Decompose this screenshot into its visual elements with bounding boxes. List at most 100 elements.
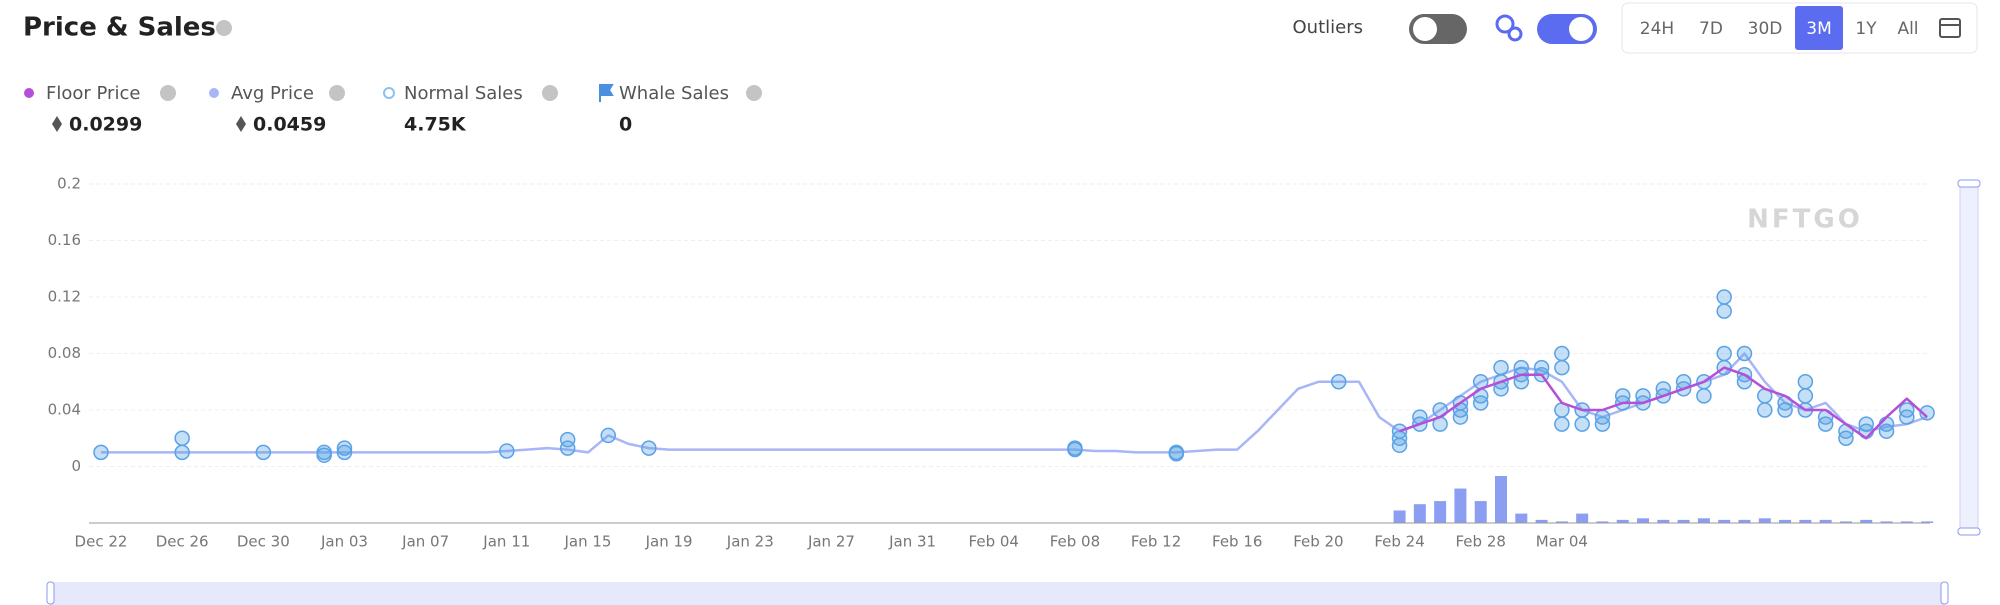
sale-point	[1716, 303, 1732, 319]
sale-point	[1919, 405, 1935, 421]
volume-bar	[1738, 519, 1751, 523]
y-tick-label: 0.08	[48, 344, 81, 362]
sale-point	[641, 440, 657, 456]
sale-point	[1594, 416, 1611, 432]
volume-bar	[1880, 521, 1893, 523]
sale-point	[93, 444, 109, 461]
range-button[interactable]: 24H	[1640, 19, 1674, 39]
x-tick-label: Dec 30	[237, 533, 290, 551]
sale-point	[499, 443, 515, 459]
volume-bar	[1697, 518, 1710, 523]
sale-point	[1067, 441, 1083, 458]
sale-point	[1797, 388, 1814, 404]
stat-value: 0.0459	[253, 114, 326, 136]
info-icon[interactable]	[542, 85, 558, 101]
range-button[interactable]: 3M	[1806, 19, 1831, 39]
info-icon[interactable]	[746, 85, 762, 101]
sale-point	[1716, 289, 1732, 305]
eth-icon	[236, 116, 246, 132]
sale-point	[1878, 423, 1895, 439]
volume-bar	[1576, 513, 1589, 523]
legend-label: Normal Sales	[404, 83, 523, 104]
volume-bar	[1860, 519, 1873, 523]
x-tick-label: Dec 26	[156, 533, 209, 551]
outliers-label: Outliers	[1293, 17, 1364, 38]
slider-handle[interactable]	[1940, 581, 1949, 605]
volume-bar	[1495, 476, 1508, 523]
sale-point	[559, 431, 576, 448]
volume-bar	[1555, 521, 1568, 523]
sale-point	[174, 430, 190, 446]
sale-point	[255, 444, 272, 461]
stat-value: 4.75K	[404, 114, 467, 136]
legend-label: Floor Price	[46, 83, 140, 104]
sale-point	[1716, 345, 1732, 362]
volume-bar	[1758, 518, 1771, 523]
volume-bar	[1657, 519, 1670, 523]
x-tick-label: Mar 04	[1536, 533, 1588, 551]
info-icon[interactable]	[160, 85, 176, 101]
sale-point	[1391, 423, 1408, 439]
x-tick-label: Feb 20	[1293, 533, 1343, 551]
toggle-knob	[1413, 17, 1437, 41]
x-tick-label: Feb 12	[1131, 533, 1181, 551]
sale-point	[1554, 345, 1570, 362]
sale-point	[1330, 374, 1347, 390]
x-tick-label: Jan 15	[563, 533, 611, 551]
sale-point	[559, 440, 576, 456]
legend-dot	[24, 88, 34, 98]
sale-point	[1899, 409, 1915, 425]
toggle-knob	[1569, 17, 1593, 41]
filter-icon	[1495, 14, 1515, 34]
range-button[interactable]: 1Y	[1855, 19, 1877, 39]
volume-bar	[1718, 519, 1731, 523]
x-tick-label: Feb 04	[969, 533, 1019, 551]
x-zoom-slider[interactable]	[50, 582, 1945, 605]
sale-point	[1493, 359, 1509, 376]
volume-bar	[1515, 513, 1528, 523]
calendar-icon[interactable]	[1939, 18, 1961, 38]
stat-value: 0	[619, 114, 632, 136]
slider-handle[interactable]	[46, 581, 55, 605]
filter-icon-part	[1507, 26, 1523, 42]
price-line	[1399, 366, 1928, 440]
x-tick-label: Feb 08	[1050, 533, 1100, 551]
volume-bar	[1921, 521, 1934, 523]
volume-bar	[1900, 521, 1913, 523]
sale-point	[1757, 402, 1773, 418]
x-tick-label: Jan 19	[645, 533, 693, 551]
x-tick-label: Jan 23	[726, 533, 774, 551]
y-zoom-slider[interactable]	[1959, 179, 1979, 536]
x-tick-label: Jan 11	[482, 533, 530, 551]
sale-point	[1554, 359, 1570, 376]
x-tick-label: Jan 31	[888, 533, 936, 551]
sale-point	[1472, 395, 1489, 411]
sale-point	[174, 444, 190, 461]
x-tick-label: Jan 27	[807, 533, 855, 551]
range-button[interactable]: All	[1897, 19, 1918, 39]
legend-label: Whale Sales	[619, 83, 729, 104]
sale-point	[1696, 388, 1712, 404]
range-button[interactable]: 7D	[1699, 19, 1723, 39]
sale-point	[600, 427, 616, 444]
sale-point	[1554, 416, 1570, 432]
volume-bar	[1393, 510, 1406, 523]
volume-bar	[1839, 521, 1852, 523]
slider-handle[interactable]	[1957, 527, 1981, 536]
range-button[interactable]: 30D	[1748, 19, 1783, 39]
volume-bar	[1677, 519, 1690, 523]
sale-point	[1574, 416, 1590, 432]
y-tick-label: 0	[71, 457, 81, 475]
y-tick-label: 0.04	[48, 401, 81, 419]
x-tick-label: Jan 03	[320, 533, 368, 551]
watermark: NFTGO	[1747, 205, 1863, 235]
volume-bar	[1434, 501, 1447, 523]
sale-point	[1513, 359, 1530, 376]
legend-flag	[599, 84, 614, 102]
volume-bar	[1799, 519, 1812, 523]
info-icon[interactable]	[329, 85, 345, 101]
slider-handle[interactable]	[1957, 179, 1981, 188]
sale-point	[336, 444, 353, 461]
info-icon[interactable]	[216, 20, 232, 36]
stat-value: 0.0299	[69, 114, 142, 136]
